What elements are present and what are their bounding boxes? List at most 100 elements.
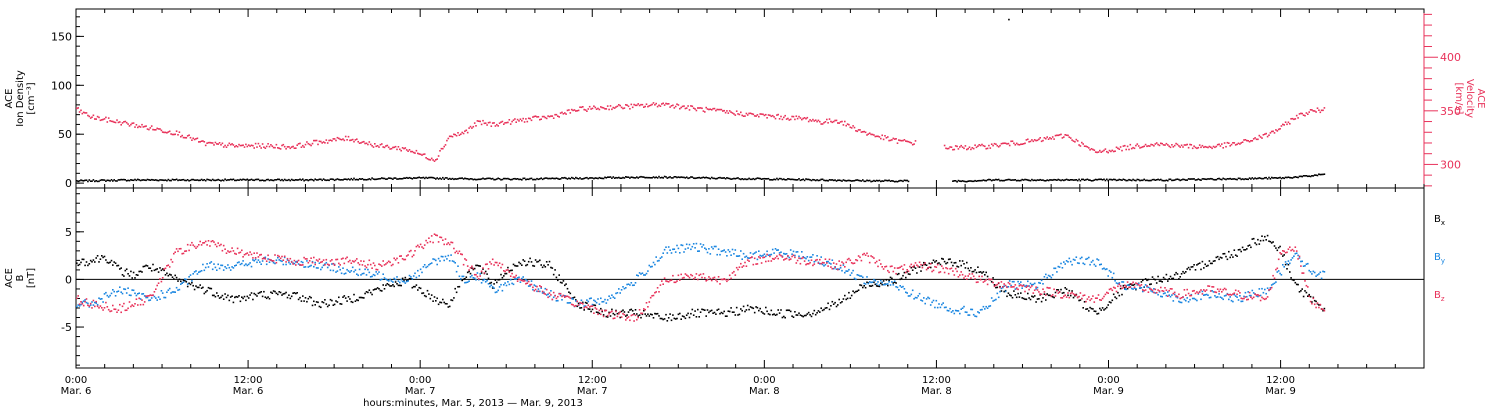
data-point	[887, 283, 889, 285]
data-point	[484, 263, 487, 266]
data-point	[853, 291, 856, 294]
data-point	[1111, 179, 1114, 181]
data-point	[946, 147, 949, 150]
data-point	[1239, 292, 1241, 294]
data-point	[619, 177, 621, 179]
data-point	[834, 179, 836, 181]
data-point	[652, 261, 655, 264]
data-point	[918, 292, 921, 295]
data-point	[532, 178, 534, 181]
data-point	[1176, 143, 1179, 146]
data-point	[662, 102, 664, 105]
data-point	[1189, 178, 1191, 180]
data-point	[697, 177, 699, 179]
data-point	[713, 107, 716, 110]
data-point	[771, 248, 774, 251]
data-point	[1214, 179, 1216, 181]
data-point	[619, 316, 621, 319]
data-point	[390, 147, 393, 150]
data-point	[1251, 177, 1254, 179]
data-point	[845, 180, 847, 182]
data-point	[498, 278, 501, 281]
data-point	[842, 179, 845, 181]
data-point	[1158, 144, 1161, 147]
data-point	[1291, 117, 1294, 120]
data-point	[353, 270, 355, 273]
data-point	[354, 139, 357, 141]
data-point	[935, 260, 938, 262]
data-point	[371, 177, 373, 179]
data-point	[417, 152, 419, 155]
data-point	[159, 298, 161, 300]
data-point	[627, 176, 630, 178]
data-point	[846, 270, 849, 272]
data-point	[180, 247, 182, 250]
data-point	[216, 245, 218, 248]
data-point	[1276, 249, 1279, 252]
data-point	[848, 179, 850, 182]
data-point	[1042, 179, 1044, 181]
data-point	[408, 274, 411, 277]
data-point	[1114, 178, 1116, 181]
data-point	[1024, 290, 1026, 293]
data-point	[180, 280, 182, 283]
data-point	[462, 275, 465, 278]
data-point	[423, 294, 426, 297]
data-point	[622, 176, 624, 179]
data-point	[1050, 295, 1053, 297]
data-point	[916, 297, 918, 299]
data-point	[627, 283, 630, 285]
data-point	[1244, 178, 1247, 180]
data-point	[837, 304, 839, 306]
data-point	[874, 283, 877, 286]
data-point	[1160, 178, 1162, 181]
data-point	[726, 315, 728, 317]
data-point	[953, 148, 956, 151]
data-point	[200, 287, 203, 289]
data-point	[934, 306, 936, 309]
data-point	[270, 291, 272, 294]
data-point	[336, 136, 339, 139]
data-point	[429, 159, 432, 161]
data-point	[900, 265, 903, 268]
data-point	[518, 120, 520, 122]
data-point	[947, 258, 950, 261]
data-point	[349, 271, 351, 273]
data-point	[511, 120, 513, 123]
data-point	[1074, 141, 1076, 143]
data-point	[1045, 180, 1047, 182]
data-point	[914, 267, 917, 269]
data-point	[96, 180, 99, 183]
data-point	[616, 177, 619, 179]
data-point	[487, 268, 490, 270]
data-point	[419, 287, 422, 290]
data-point	[317, 267, 319, 269]
data-point	[1119, 146, 1122, 148]
data-point	[80, 109, 82, 112]
data-point	[978, 312, 980, 314]
data-point	[713, 245, 716, 248]
data-point	[600, 307, 602, 310]
data-point	[982, 179, 985, 181]
data-point	[1142, 279, 1144, 282]
data-point	[576, 300, 578, 303]
data-point	[1149, 288, 1151, 290]
data-point	[719, 283, 721, 285]
data-point	[708, 248, 710, 250]
data-point	[862, 253, 864, 256]
data-point	[1248, 294, 1251, 297]
data-point	[234, 252, 236, 255]
data-point	[440, 301, 443, 304]
data-point	[232, 250, 235, 252]
data-point	[1096, 151, 1098, 154]
data-point	[437, 257, 440, 260]
data-point	[241, 179, 243, 181]
data-point	[522, 276, 524, 278]
data-point	[1093, 179, 1096, 181]
data-point	[170, 179, 172, 182]
data-point	[593, 312, 595, 314]
data-point	[583, 108, 585, 111]
data-point	[972, 147, 975, 150]
data-point	[239, 300, 242, 303]
data-point	[681, 105, 684, 108]
